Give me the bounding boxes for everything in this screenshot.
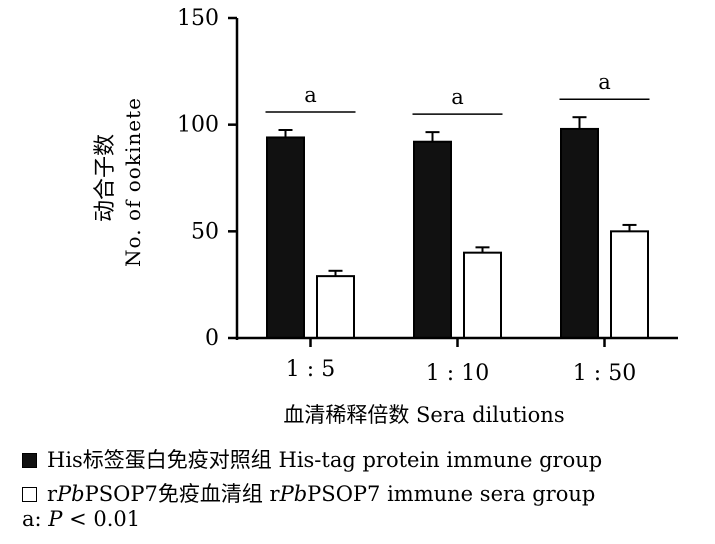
significance-label-1: a [451, 85, 464, 109]
legend-swatch-filled [22, 453, 37, 468]
bar-chart: 0 50 100 150 1 : 5 a 1 : 10 a 1 : 50 a 动合子数 No. o… [93, 6, 678, 427]
legend-his-label-cn: His标签蛋白免疫对照组 [47, 448, 272, 472]
y-tick-label-0: 0 [205, 326, 219, 351]
y-tick-label-150: 150 [177, 6, 219, 31]
note-rest: < 0.01 [62, 507, 141, 531]
legend-sera-label-en: immune sera group [387, 482, 596, 506]
y-axis-label-english: No. of ookinete [121, 97, 145, 267]
x-axis-label: 血清稀释倍数 Sera dilutions [283, 403, 564, 427]
legend-his-label-en: His-tag protein immune group [278, 448, 603, 472]
legend-immune-sera: rPbPSOP7免疫血清组 rPbPSOP7 immune sera group [22, 482, 595, 506]
bar-series0-cat1 [413, 140, 452, 339]
bar-series1-cat2 [610, 230, 649, 339]
legend-r-prefix-2: r [269, 482, 280, 506]
bar-series1-cat0 [316, 275, 355, 339]
legend-pb-italic-2: Pb [279, 482, 308, 506]
bar-series1-cat1 [463, 251, 502, 340]
significance-note: a: P < 0.01 [22, 507, 140, 531]
legend-his-tag: His标签蛋白免疫对照组 His-tag protein immune grou… [22, 448, 602, 472]
bar-series0-cat0 [266, 136, 305, 339]
x-tick-label-0: 1 : 5 [286, 357, 335, 382]
legend-r-prefix: r [47, 482, 58, 506]
note-prefix: a: [22, 507, 49, 531]
legend-swatch-open [22, 487, 37, 502]
legend-sera-label-cn: 免疫血清组 [157, 482, 263, 506]
bar-series0-cat2 [560, 127, 599, 339]
significance-label-0: a [304, 83, 317, 107]
x-tick-label-2: 1 : 50 [573, 361, 636, 386]
legend-psop-2: PSOP7 [307, 482, 381, 506]
significance-label-2: a [598, 70, 611, 94]
note-p-italic: P [48, 507, 63, 531]
legend-psop: PSOP7 [84, 482, 158, 506]
y-axis-label-chinese: 动合子数 [93, 134, 118, 222]
legend-pb-italic: Pb [57, 482, 85, 506]
x-tick-label-1: 1 : 10 [426, 361, 489, 386]
y-tick-label-100: 100 [177, 113, 219, 138]
y-tick-label-50: 50 [191, 219, 219, 244]
